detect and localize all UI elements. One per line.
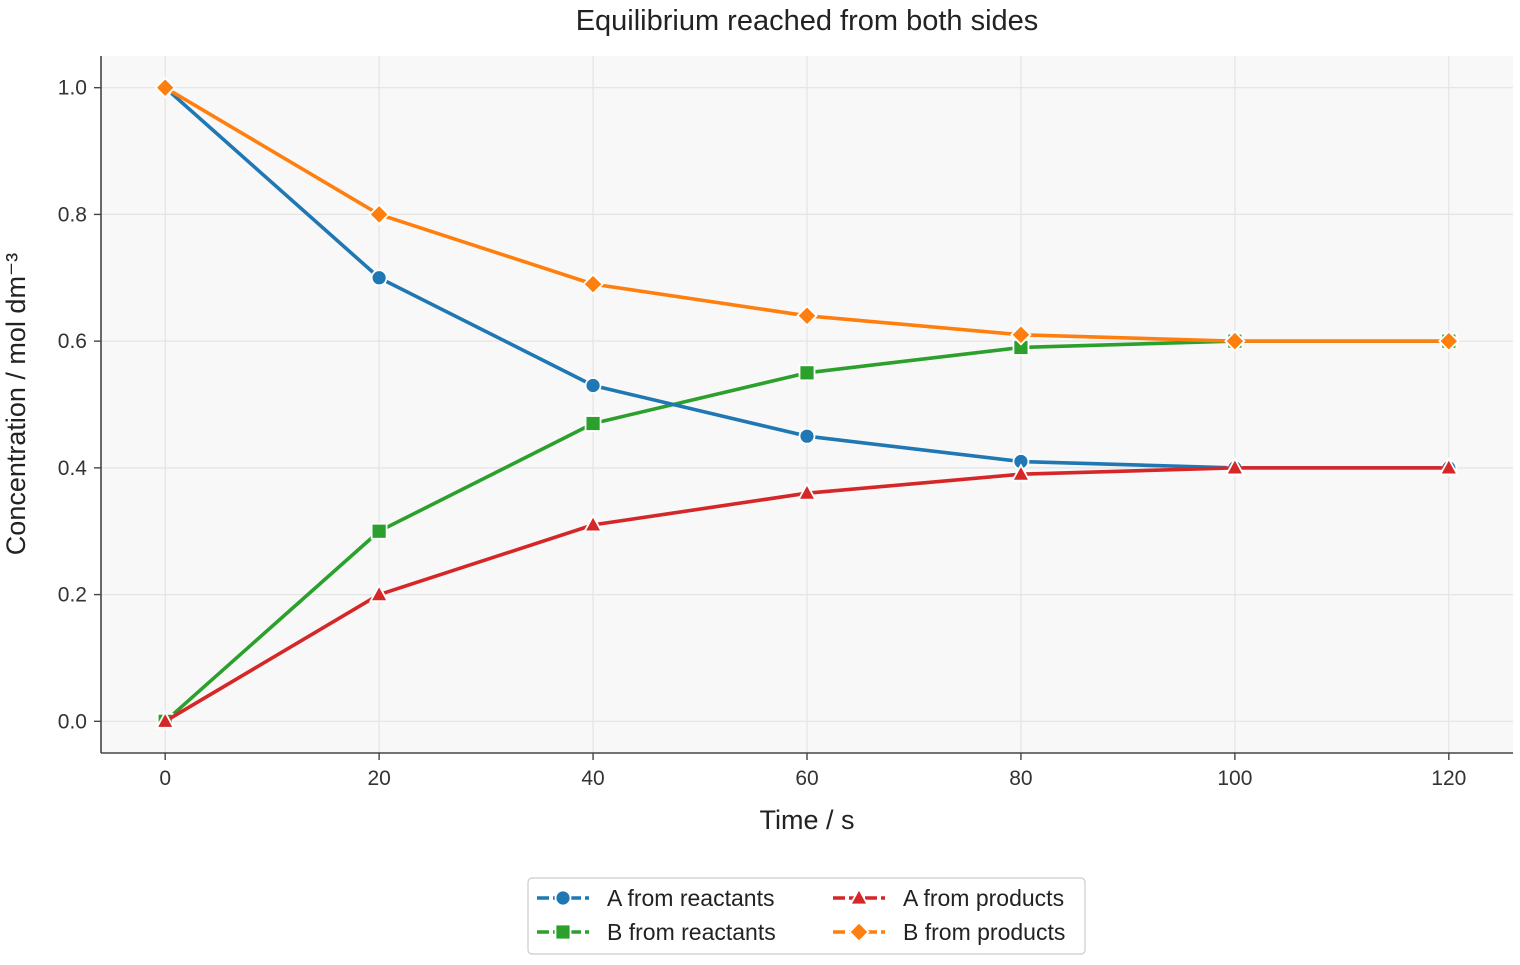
y-axis-title: Concentration / mol dm⁻³ xyxy=(1,253,31,555)
data-point-b-from-products xyxy=(1438,330,1460,352)
legend-marker xyxy=(554,923,572,941)
x-tick-label: 20 xyxy=(367,767,390,790)
data-point-b-from-products xyxy=(582,273,604,295)
data-point-a-from-reactants xyxy=(798,427,816,445)
legend-marker xyxy=(848,887,870,906)
data-point-b-from-products xyxy=(796,305,818,327)
x-tick-label: 80 xyxy=(1009,767,1032,790)
data-point-a-from-products xyxy=(369,583,390,602)
data-point-a-from-reactants xyxy=(370,269,388,287)
x-tick-label: 0 xyxy=(159,767,171,790)
legend-item-a-from-reactants: A from reactants xyxy=(537,885,774,911)
legend-label: A from products xyxy=(903,885,1064,911)
y-tick-label: 0.4 xyxy=(58,457,88,480)
legend-label: B from reactants xyxy=(607,919,776,945)
data-point-b-from-reactants xyxy=(370,522,388,540)
y-tick-label: 1.0 xyxy=(58,77,87,100)
y-tick-label: 0.8 xyxy=(58,203,87,226)
data-point-a-from-reactants xyxy=(584,377,602,394)
data-point-b-from-products xyxy=(368,203,390,226)
series-a-from-products xyxy=(155,456,1459,729)
x-tick-label: 100 xyxy=(1217,767,1252,790)
tick-labels: 0 20 40 60 80 100 120 0.0 0.2 0.4 0.6 0.8 1.0 xyxy=(58,77,1467,790)
data-point-b-from-products xyxy=(1224,330,1246,352)
y-tick-label: 0.6 xyxy=(58,330,87,353)
series-b-from-products xyxy=(154,76,1460,352)
data-point-a-from-products xyxy=(155,710,176,729)
data-point-b-from-reactants xyxy=(798,364,816,382)
axes xyxy=(94,56,1513,760)
data-point-a-from-products xyxy=(796,482,818,501)
chart-title: Equilibrium reached from both sides xyxy=(576,5,1039,37)
legend-item-b-from-reactants: B from reactants xyxy=(537,919,776,945)
data-point-a-from-products xyxy=(1010,463,1031,482)
legend-item-a-from-products: A from products xyxy=(833,885,1064,911)
data-point-b-from-reactants xyxy=(584,415,602,432)
y-tick-label: 0.2 xyxy=(58,584,87,607)
legend-marker xyxy=(848,921,870,943)
x-tick-label: 40 xyxy=(581,767,604,790)
data-point-a-from-products xyxy=(583,514,604,533)
y-tick-label: 0.0 xyxy=(58,710,87,733)
legend-label: B from products xyxy=(903,919,1065,945)
series-layer xyxy=(154,76,1460,730)
data-point-a-from-products xyxy=(1224,456,1245,476)
legend-item-b-from-products: B from products xyxy=(833,919,1065,945)
legend: A from reactants B from reactants A from p… xyxy=(527,877,1086,955)
data-point-a-from-products xyxy=(1438,456,1459,476)
legend-marker xyxy=(554,889,572,907)
data-point-b-from-products xyxy=(1010,324,1032,346)
x-axis-title: Time / s xyxy=(759,805,854,835)
legend-label: A from reactants xyxy=(607,885,774,911)
legend-box xyxy=(527,877,1086,955)
data-point-b-from-products xyxy=(154,76,176,99)
x-tick-label: 60 xyxy=(795,767,818,790)
x-tick-label: 120 xyxy=(1431,767,1466,790)
